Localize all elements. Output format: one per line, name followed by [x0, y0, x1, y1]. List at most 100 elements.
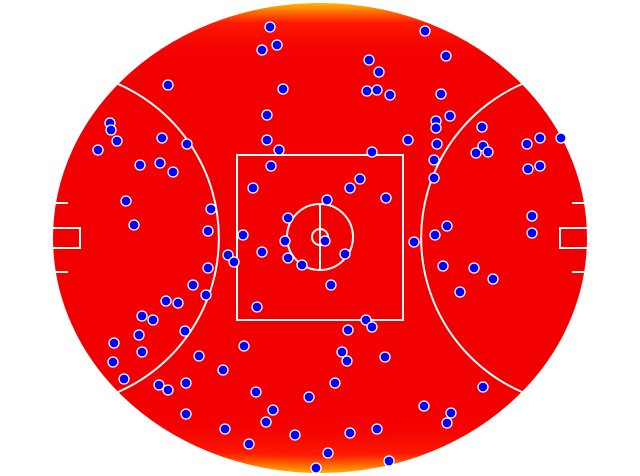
point — [444, 110, 456, 122]
point — [418, 400, 430, 412]
point — [366, 321, 378, 333]
point — [526, 210, 538, 222]
point — [200, 289, 212, 301]
point — [162, 79, 174, 91]
point — [428, 154, 440, 166]
point — [256, 246, 268, 258]
point — [555, 132, 567, 144]
point — [179, 325, 191, 337]
point — [428, 172, 440, 184]
point — [296, 259, 308, 271]
point — [172, 297, 184, 309]
point — [160, 295, 172, 307]
point — [371, 84, 383, 96]
point — [256, 44, 268, 56]
point — [440, 50, 452, 62]
point — [247, 182, 259, 194]
point — [325, 279, 337, 291]
field-lines — [51, 1, 589, 475]
point — [105, 124, 117, 136]
point — [383, 455, 395, 467]
point — [445, 407, 457, 419]
point — [341, 355, 353, 367]
point — [289, 429, 301, 441]
point — [329, 377, 341, 389]
point — [354, 173, 366, 185]
point — [419, 25, 431, 37]
point — [470, 147, 482, 159]
point — [344, 427, 356, 439]
point — [408, 236, 420, 248]
point — [321, 194, 333, 206]
point — [522, 163, 534, 175]
point — [441, 417, 453, 429]
point — [128, 219, 140, 231]
point — [371, 423, 383, 435]
point — [108, 337, 120, 349]
point — [153, 379, 165, 391]
point — [238, 340, 250, 352]
point — [261, 109, 273, 121]
point — [521, 138, 533, 150]
goal-right — [559, 202, 588, 273]
point — [217, 364, 229, 376]
point — [193, 350, 205, 362]
arc-right — [420, 83, 523, 393]
point — [361, 85, 373, 97]
point — [431, 138, 443, 150]
point — [136, 310, 148, 322]
point — [282, 212, 294, 224]
point — [134, 159, 146, 171]
point — [265, 160, 277, 172]
point — [363, 54, 375, 66]
point — [180, 377, 192, 389]
point — [133, 329, 145, 341]
point — [250, 386, 262, 398]
point — [260, 416, 272, 428]
point — [477, 381, 489, 393]
point — [156, 132, 168, 144]
point — [310, 462, 322, 474]
point — [181, 138, 193, 150]
point — [487, 273, 499, 285]
point — [264, 21, 276, 33]
point — [435, 88, 447, 100]
point — [360, 314, 372, 326]
point — [344, 182, 356, 194]
point — [342, 324, 354, 336]
point — [429, 229, 441, 241]
point — [261, 134, 273, 146]
point — [282, 252, 294, 264]
point — [267, 404, 279, 416]
point — [120, 195, 132, 207]
point — [228, 256, 240, 268]
point — [187, 279, 199, 291]
point — [180, 408, 192, 420]
point — [107, 356, 119, 368]
point — [373, 66, 385, 78]
point — [219, 423, 231, 435]
point — [380, 192, 392, 204]
point — [379, 351, 391, 363]
point — [92, 144, 104, 156]
point — [430, 122, 442, 134]
point — [336, 346, 348, 358]
point — [476, 121, 488, 133]
point — [482, 146, 494, 158]
point — [402, 134, 414, 146]
point — [118, 373, 130, 385]
point — [243, 438, 255, 450]
point — [147, 314, 159, 326]
boundary — [51, 1, 589, 475]
point — [251, 301, 263, 313]
point — [167, 166, 179, 178]
point — [162, 384, 174, 396]
point — [526, 227, 538, 239]
point — [271, 39, 283, 51]
point — [205, 203, 217, 215]
point — [384, 89, 396, 101]
point — [202, 262, 214, 274]
centre-square — [236, 154, 404, 321]
point — [339, 248, 351, 260]
point — [277, 83, 289, 95]
